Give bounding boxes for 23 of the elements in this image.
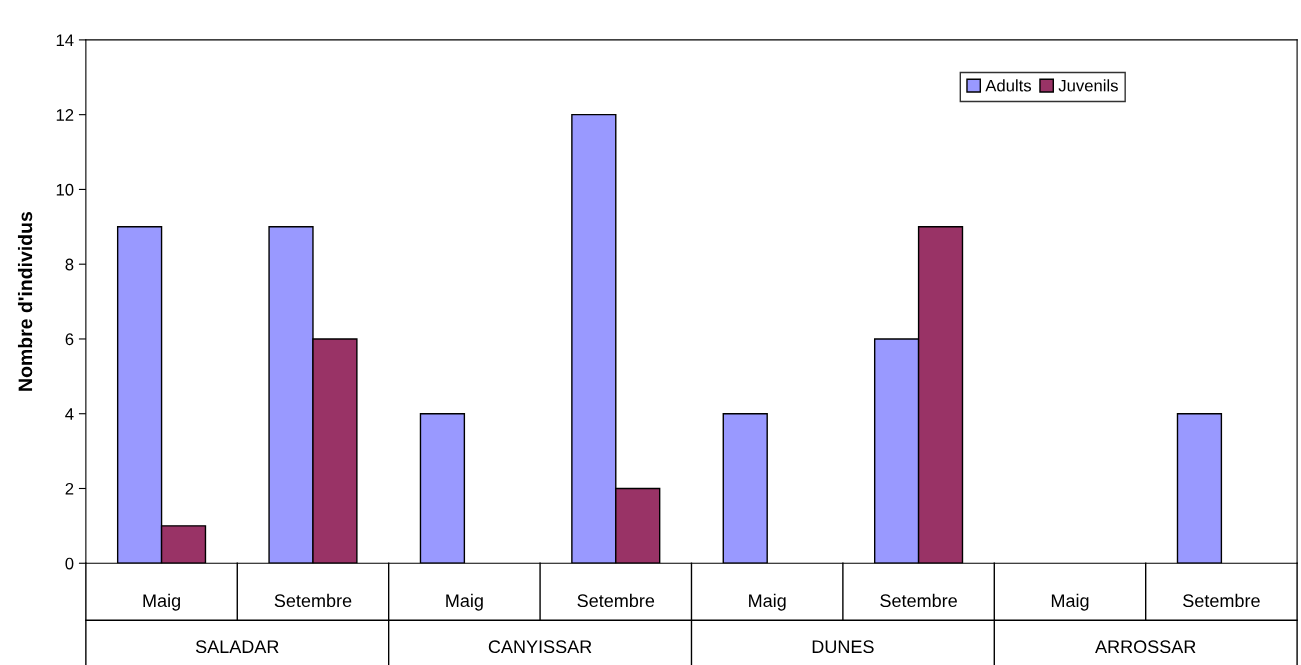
text: DUNES — [812, 640, 874, 654]
text: ARROSSAR — [1095, 640, 1196, 654]
x-tick-label: Setembre — [577, 593, 655, 608]
y-tick-label: 2 — [65, 482, 74, 495]
y-tick-label: 6 — [65, 333, 74, 346]
x-tick-label: Setembre — [274, 593, 352, 608]
y-axis-title: Nombre d'individus — [17, 212, 33, 391]
text: SALADAR — [195, 640, 279, 654]
x-tick-label: Maig — [446, 593, 483, 611]
y-tick-label: 4 — [65, 408, 74, 420]
legend-label: Juvenils — [1058, 79, 1118, 92]
x-tick-label: Setembre — [1183, 593, 1260, 608]
x-tick-label: Setembre — [880, 593, 957, 608]
y-tick-label: 10 — [56, 183, 74, 196]
x-tick-label: Maig — [1051, 593, 1089, 611]
x-tick-label: Maig — [749, 593, 786, 611]
text: CANYISSAR — [488, 640, 592, 654]
x-tick-label: Maig — [143, 593, 180, 611]
y-tick-label: 12 — [56, 109, 74, 121]
y-tick-label: 8 — [65, 258, 74, 271]
y-tick-label: 0 — [65, 557, 74, 570]
legend-label: Adults — [985, 79, 1032, 92]
y-tick-label: 14 — [56, 34, 74, 46]
